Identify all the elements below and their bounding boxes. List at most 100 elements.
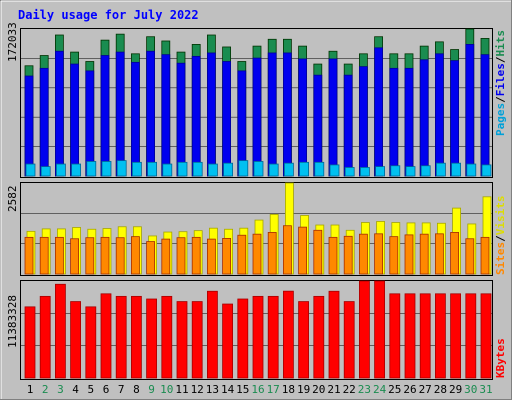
sites-bar xyxy=(267,232,277,275)
files-bar xyxy=(434,53,444,177)
pages-bar xyxy=(177,161,188,177)
files-bar xyxy=(419,59,429,177)
files-bar xyxy=(100,55,110,177)
kbytes-bar xyxy=(252,295,264,379)
sites-bar xyxy=(161,238,171,275)
pages-bar xyxy=(314,161,325,177)
sites-bar xyxy=(115,237,125,275)
files-bar xyxy=(115,51,125,177)
legend-kbytes: KBytes xyxy=(494,338,507,378)
pages-bar xyxy=(56,163,66,177)
sites-bar xyxy=(191,236,201,275)
pages-bar xyxy=(405,166,416,177)
pages-bar xyxy=(451,162,462,177)
files-bar xyxy=(313,74,323,177)
sites-bar xyxy=(24,236,34,275)
kbytes-max-label: 11383328 xyxy=(6,295,19,348)
files-bar xyxy=(24,75,34,177)
kbytes-bar xyxy=(39,295,51,379)
day-tick-label: 6 xyxy=(103,383,110,396)
kbytes-bar xyxy=(358,280,370,379)
sites-bar xyxy=(404,234,414,275)
day-tick-label: 4 xyxy=(72,383,79,396)
legend-entry: / xyxy=(494,96,507,103)
legend-entry: Files xyxy=(494,63,507,96)
day-tick-label: 1 xyxy=(27,383,34,396)
kbytes-bar xyxy=(70,301,81,379)
files-bar xyxy=(328,58,338,177)
sites-bar xyxy=(176,237,186,275)
sites-bar xyxy=(465,238,475,275)
files-bar xyxy=(480,54,490,177)
pages-bar xyxy=(131,161,142,177)
pages-bar xyxy=(101,161,112,177)
hits-max-label: 172033 xyxy=(6,22,19,62)
sites-bar xyxy=(358,233,368,275)
kbytes-bar xyxy=(434,293,446,379)
chart-title: Daily usage for July 2022 xyxy=(18,8,199,22)
pages-bar xyxy=(207,163,218,177)
day-tick-label: 10 xyxy=(160,383,173,396)
kbytes-bar xyxy=(419,293,431,379)
files-bar xyxy=(358,66,368,177)
kbytes-bar xyxy=(465,293,477,379)
kbytes-bar xyxy=(191,301,203,379)
pages-bar xyxy=(71,163,81,177)
pages-bar xyxy=(375,166,386,177)
day-tick-label: 5 xyxy=(87,383,94,396)
pages-bar xyxy=(299,161,310,177)
sites-bar xyxy=(389,236,399,275)
legend-entry: Pages xyxy=(494,103,507,136)
kbytes-bar xyxy=(313,295,325,379)
pages-bar xyxy=(253,161,264,177)
kbytes-bar xyxy=(267,295,279,379)
sites-bar xyxy=(252,233,262,275)
sites-bar xyxy=(434,233,444,275)
day-tick-label: 30 xyxy=(464,383,477,396)
day-tick-label: 15 xyxy=(236,383,249,396)
files-bar xyxy=(176,62,186,177)
kbytes-bar xyxy=(389,293,401,379)
day-tick-label: 14 xyxy=(221,383,235,396)
files-bar xyxy=(267,52,277,177)
sites-bar xyxy=(222,238,232,275)
files-bar xyxy=(191,55,201,177)
files-bar xyxy=(206,52,216,177)
legend-entry: Sites xyxy=(494,242,507,275)
day-tick-label: 22 xyxy=(343,383,356,396)
legend-entry: KBytes xyxy=(494,338,507,378)
day-tick-label: 9 xyxy=(148,383,155,396)
files-bar xyxy=(252,57,262,177)
pages-bar xyxy=(238,160,249,177)
visits-max-label: 2582 xyxy=(6,186,19,213)
day-tick-label: 21 xyxy=(327,383,340,396)
kbytes-bar xyxy=(374,280,386,379)
pages-bar xyxy=(147,161,158,177)
pages-bar xyxy=(481,164,492,177)
pages-bar xyxy=(329,164,340,177)
kbytes-bar xyxy=(161,295,173,379)
files-bar xyxy=(374,47,384,177)
day-tick-label: 11 xyxy=(175,383,188,396)
files-bar xyxy=(85,70,95,177)
files-bar xyxy=(343,74,353,177)
day-tick-label: 16 xyxy=(251,383,264,396)
pages-bar xyxy=(435,162,446,177)
day-tick-label: 19 xyxy=(297,383,310,396)
kbytes-bar xyxy=(24,306,36,379)
sites-bar xyxy=(206,238,216,275)
day-tick-label: 23 xyxy=(358,383,371,396)
sites-bar xyxy=(237,234,247,275)
day-tick-label: 31 xyxy=(479,383,492,396)
sites-bar xyxy=(282,225,292,275)
kbytes-bar xyxy=(480,293,492,379)
sites-bar xyxy=(39,236,49,275)
files-bar xyxy=(55,50,64,177)
pages-bar xyxy=(466,163,477,177)
kbytes-bar xyxy=(176,301,188,379)
day-tick-label: 28 xyxy=(434,383,447,396)
day-tick-label: 29 xyxy=(449,383,462,396)
day-tick-label: 20 xyxy=(312,383,325,396)
